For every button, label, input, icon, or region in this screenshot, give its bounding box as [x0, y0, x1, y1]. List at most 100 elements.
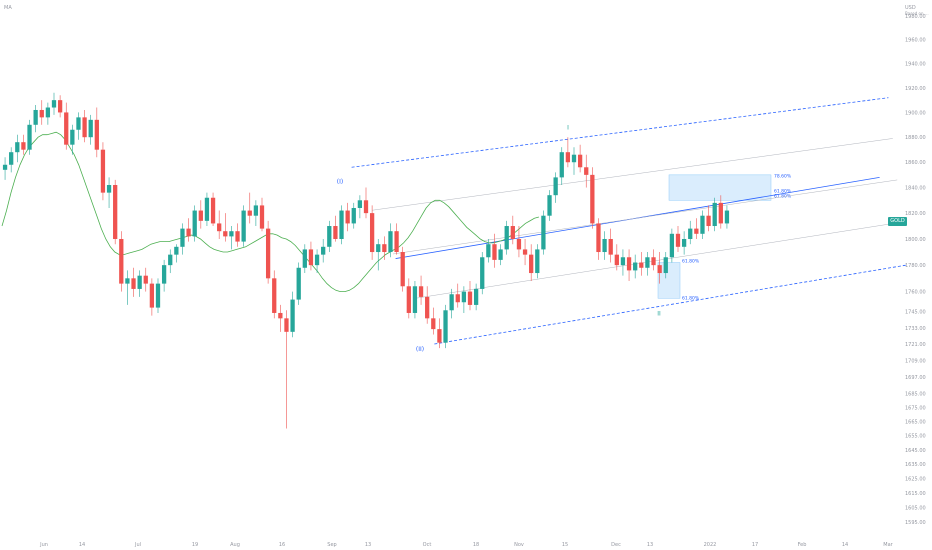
candle[interactable] [259, 197, 265, 232]
candle[interactable] [143, 267, 148, 292]
candle[interactable] [529, 244, 534, 281]
candle[interactable] [161, 259, 167, 292]
candle[interactable] [106, 177, 112, 208]
candle[interactable] [70, 124, 75, 155]
candle[interactable] [290, 291, 295, 338]
candle[interactable] [480, 252, 485, 295]
candle[interactable] [669, 228, 675, 263]
candle[interactable] [492, 233, 497, 268]
candle[interactable] [449, 288, 454, 319]
candle[interactable] [137, 270, 142, 297]
candle[interactable] [296, 262, 301, 305]
candle[interactable] [596, 218, 601, 260]
price-axis[interactable]: 1980.00 1960.00 1940.00 1920.00 1900.00 1880.… [905, 14, 926, 526]
candle[interactable] [327, 220, 332, 253]
candle[interactable] [314, 249, 320, 274]
candle[interactable] [210, 192, 216, 227]
candle[interactable] [382, 236, 387, 260]
time-axis[interactable]: Jun 14 Jul 19 Aug 16 Sep 13 Oct 18 Nov 15 Dec 13 2022 1… [39, 542, 894, 548]
candle[interactable] [541, 210, 546, 255]
candle[interactable] [100, 142, 106, 201]
candle[interactable] [253, 200, 259, 227]
candle[interactable] [198, 200, 203, 229]
candle[interactable] [504, 220, 509, 255]
candle[interactable] [559, 147, 564, 186]
candle[interactable] [223, 213, 228, 242]
candle[interactable] [39, 100, 44, 125]
candle[interactable] [486, 238, 491, 263]
candle[interactable] [565, 137, 571, 168]
candle[interactable] [88, 114, 93, 145]
candle[interactable] [553, 172, 558, 203]
candle[interactable] [125, 270, 130, 305]
candle[interactable] [33, 105, 38, 133]
candle[interactable] [174, 244, 179, 263]
candle[interactable] [418, 275, 424, 305]
candle[interactable] [155, 278, 161, 313]
candle[interactable] [235, 223, 240, 247]
candle[interactable] [2, 157, 8, 180]
candle[interactable] [639, 252, 644, 276]
candle[interactable] [168, 249, 173, 274]
candle[interactable] [724, 205, 730, 229]
candle[interactable] [376, 238, 381, 271]
candle[interactable] [400, 246, 405, 292]
candle[interactable] [192, 205, 197, 242]
candle[interactable] [498, 244, 503, 266]
candle[interactable] [712, 197, 717, 232]
candle[interactable] [425, 286, 430, 324]
candle[interactable] [388, 223, 393, 258]
candle[interactable] [284, 310, 289, 429]
candle[interactable] [608, 228, 613, 263]
candle[interactable] [406, 278, 411, 319]
candle[interactable] [535, 244, 540, 279]
candle[interactable] [663, 252, 668, 279]
candle[interactable] [321, 238, 326, 263]
candle[interactable] [302, 244, 307, 274]
candle[interactable] [9, 147, 14, 173]
candle[interactable] [247, 192, 252, 224]
candle[interactable] [577, 144, 583, 173]
candle[interactable] [57, 95, 63, 118]
candle[interactable] [651, 249, 656, 271]
candle[interactable] [547, 190, 552, 221]
candle[interactable] [602, 231, 607, 260]
candle[interactable] [431, 307, 436, 335]
candle[interactable] [522, 238, 528, 266]
candle[interactable] [369, 205, 375, 260]
candle[interactable] [363, 187, 369, 219]
candle[interactable] [590, 167, 595, 229]
candle[interactable] [626, 249, 632, 281]
candle[interactable] [706, 205, 711, 232]
candle[interactable] [149, 278, 155, 316]
candle[interactable] [339, 205, 344, 245]
price-badge[interactable]: GOLD [888, 217, 907, 226]
candle[interactable] [113, 179, 118, 245]
candle[interactable] [510, 215, 515, 245]
candle[interactable] [345, 202, 350, 232]
candle[interactable] [308, 241, 314, 271]
candle[interactable] [516, 226, 522, 258]
candle[interactable] [186, 218, 191, 242]
candle[interactable] [700, 210, 705, 239]
candle[interactable] [131, 267, 136, 297]
candle[interactable] [180, 223, 185, 255]
candle[interactable] [351, 202, 356, 229]
candle[interactable] [584, 154, 589, 188]
candles[interactable] [2, 92, 730, 429]
candle[interactable] [645, 252, 650, 276]
candle[interactable] [272, 270, 277, 319]
candle[interactable] [64, 102, 69, 150]
candle[interactable] [681, 231, 687, 255]
candle[interactable] [394, 223, 399, 255]
candle[interactable] [45, 102, 51, 125]
candle[interactable] [241, 205, 246, 247]
candle[interactable] [571, 147, 577, 175]
candle[interactable] [217, 210, 222, 239]
candle[interactable] [688, 220, 693, 245]
candle[interactable] [15, 134, 20, 163]
candle[interactable] [657, 252, 662, 284]
candle[interactable] [357, 195, 363, 219]
